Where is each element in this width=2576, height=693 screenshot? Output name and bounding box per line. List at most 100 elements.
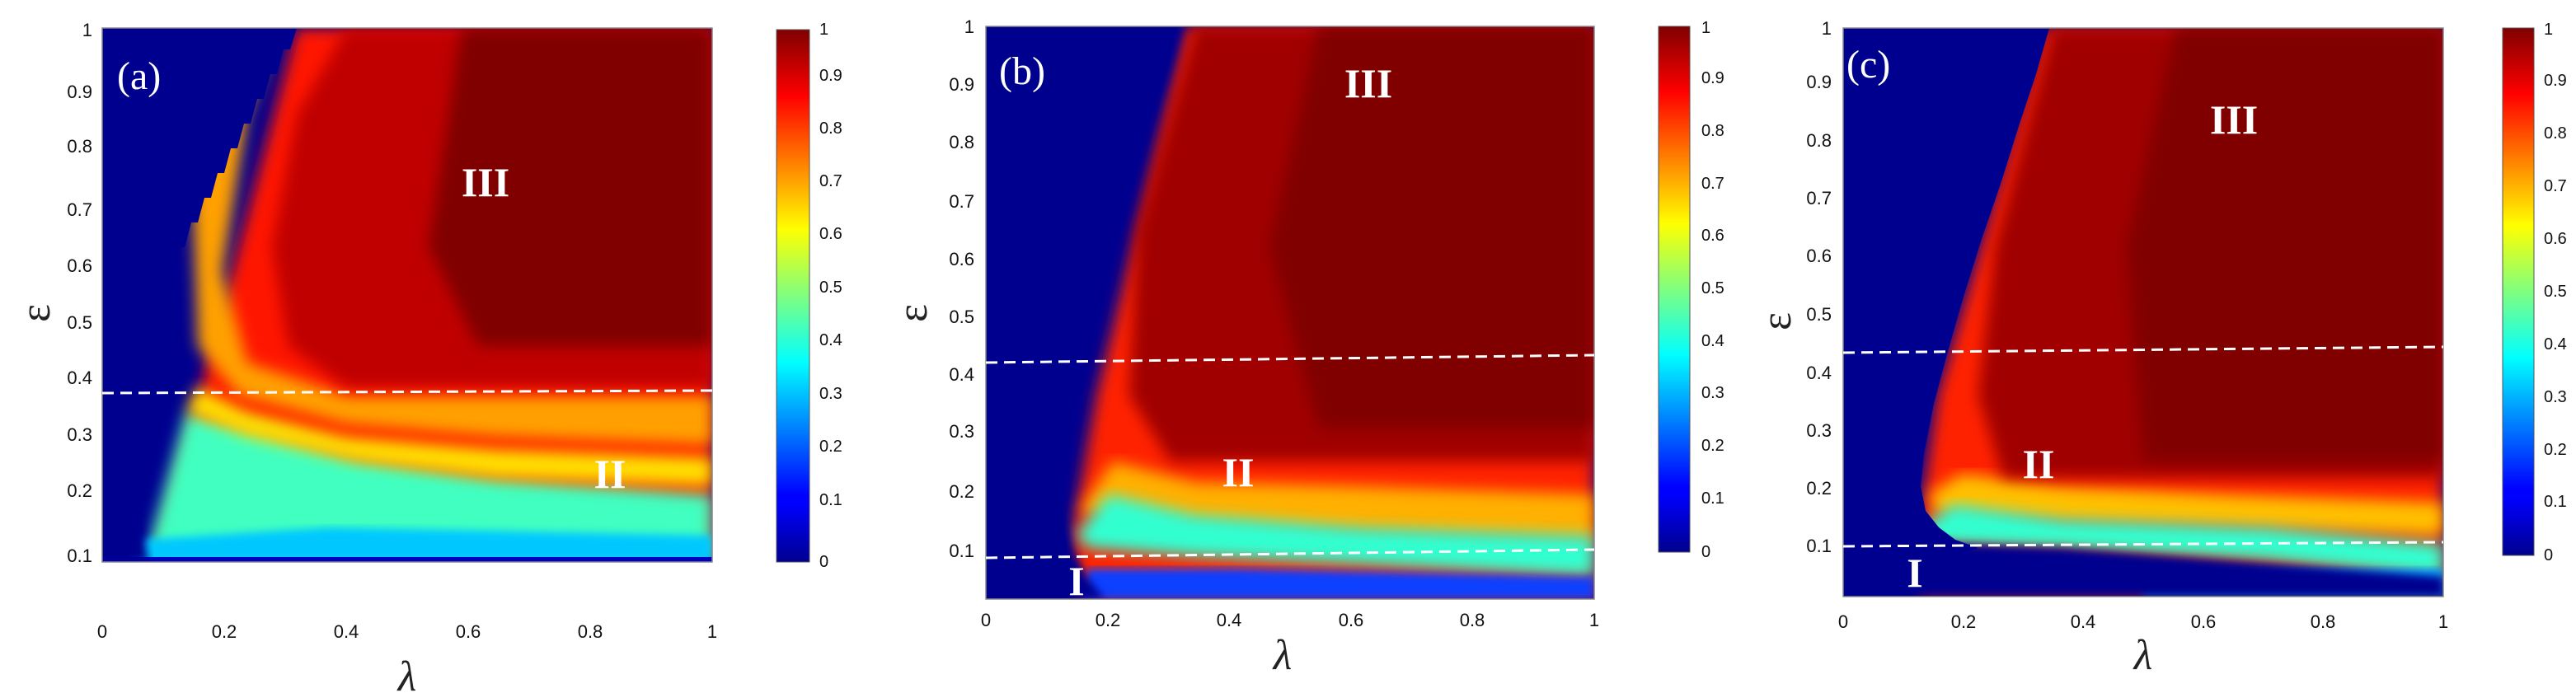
colorbar-a: 0 0.1 0.2 0.3 0.4 0.5 0.6 0.7 0.8 0.9 1 — [776, 21, 842, 571]
colorbar-tick-label: 0.6 — [2544, 230, 2567, 248]
region-label-III: III — [2210, 96, 2258, 143]
y-tick-label: 0.7 — [1806, 188, 1832, 208]
dashed-line — [1842, 541, 2444, 548]
region-label-I: I — [1907, 550, 1922, 596]
colorbar-tick-label: 0.1 — [819, 491, 842, 509]
y-tick-label: 0.4 — [949, 364, 974, 385]
colorbar-tick-label: 0.4 — [1701, 332, 1724, 350]
y-tick-label: 0.1 — [1806, 536, 1832, 556]
y-tick-label: 0.1 — [949, 541, 974, 561]
dashed-line — [101, 389, 713, 395]
colorbar-tick-label: 0.7 — [2544, 177, 2567, 195]
colorbar-tick-label: 1 — [2544, 21, 2553, 39]
colorbar-tick-label: 0.6 — [819, 225, 842, 243]
colorbar-tick-label: 0.2 — [1701, 437, 1724, 455]
y-tick-label: 0.9 — [949, 74, 974, 95]
colorbar-tick-label: 0 — [819, 553, 828, 571]
panel-label: (c) — [1846, 43, 1890, 87]
colorbar-tick-label: 0.4 — [2544, 335, 2567, 354]
colorbar-b: 0 0.1 0.2 0.3 0.4 0.5 0.6 0.7 0.8 0.9 1 — [1658, 19, 1724, 561]
y-tick-label: 0.6 — [67, 255, 92, 276]
colorbar-tick-label: 1 — [819, 21, 828, 39]
colorbar-tick-label: 0.6 — [1701, 227, 1724, 245]
y-tick-label: 0.2 — [949, 481, 974, 502]
colorbar-tick-label: 0.1 — [2544, 493, 2567, 511]
panel-label: (b) — [999, 49, 1045, 93]
x-tick-label: 1 — [707, 621, 717, 642]
dashed-lines-c — [1842, 345, 2444, 548]
colorbar-tick-label: 0.5 — [2544, 283, 2567, 301]
x-tick-label: 0.4 — [1217, 610, 1242, 630]
panel-b: (b) I II III 0 0.2 0.4 0.6 0.8 1 λ 0.1 0… — [889, 16, 1724, 679]
y-tick-label: 0.9 — [1806, 72, 1832, 92]
colorbar-tick-label: 0.5 — [1701, 279, 1724, 297]
y-tick-label: 0.5 — [949, 307, 974, 327]
colorbar-tick-label: 0.9 — [2544, 72, 2567, 90]
y-axis-label: ε — [1753, 312, 1800, 330]
y-tick-label: 0.2 — [67, 480, 92, 501]
y-tick-label: 0.3 — [1806, 420, 1832, 441]
colorbar-tick-label: 0.2 — [2544, 441, 2567, 459]
y-tick-label: 0.1 — [67, 546, 92, 566]
colorbar-tick-label: 0.3 — [2544, 388, 2567, 406]
x-tick-label: 0.2 — [1951, 611, 1977, 632]
region-label-III: III — [462, 159, 509, 205]
x-tick-label: 0.8 — [578, 621, 603, 642]
colorbar-tick-label: 1 — [1701, 19, 1710, 37]
x-tick-label: 0.4 — [334, 621, 359, 642]
y-tick-label: 0.8 — [67, 136, 92, 157]
colorbar-tick-label: 0.5 — [819, 279, 842, 297]
x-tick-label: 0 — [981, 610, 991, 630]
x-tick-label: 0.4 — [2071, 611, 2096, 632]
x-tick-label: 1 — [2438, 611, 2448, 632]
dashed-line — [1842, 345, 2444, 354]
y-tick-label: 0.3 — [949, 421, 974, 442]
region-label-III: III — [1344, 60, 1392, 106]
x-tick-label: 1 — [1589, 610, 1599, 630]
x-axis-b: 0 0.2 0.4 0.6 0.8 1 λ — [981, 610, 1599, 679]
region-label-II: II — [1222, 449, 1255, 495]
heatmap-c — [1843, 28, 2443, 597]
x-axis-label: λ — [2133, 632, 2153, 679]
panel-a: (a) I II III 0 0.2 0.4 0.6 0.8 1 λ 0.1 0… — [12, 20, 842, 693]
x-tick-label: 0.6 — [1339, 610, 1364, 630]
x-axis-c: 0 0.2 0.4 0.6 0.8 1 λ — [1838, 611, 2448, 679]
colorbar-tick-label: 0.7 — [1701, 175, 1724, 193]
y-tick-label: 0.8 — [949, 132, 974, 152]
y-tick-label: 1 — [964, 16, 974, 37]
colorbar-tick-label: 0 — [2544, 546, 2553, 564]
y-tick-label: 0.3 — [67, 424, 92, 445]
colorbar — [1658, 26, 1691, 553]
colorbar-tick-label: 0.1 — [1701, 489, 1724, 508]
colorbar-tick-label: 0.8 — [1701, 122, 1724, 140]
colorbar-tick-label: 0.9 — [1701, 69, 1724, 87]
colorbar — [2502, 27, 2535, 556]
y-tick-label: 0.6 — [949, 249, 974, 269]
x-axis-label: λ — [396, 653, 417, 693]
colorbar-tick-label: 0.4 — [819, 331, 842, 349]
colorbar-tick-label: 0.3 — [819, 385, 842, 403]
heatmap-b — [986, 26, 1594, 599]
y-axis-label: ε — [12, 304, 59, 322]
x-tick-label: 0.6 — [456, 621, 481, 642]
x-tick-label: 0.8 — [1460, 610, 1485, 630]
colorbar-tick-label: 0 — [1701, 543, 1710, 561]
panel-label: (a) — [117, 54, 161, 98]
heatmap-a — [102, 28, 712, 562]
y-axis-c: 0.1 0.2 0.3 0.4 0.5 0.6 0.7 0.8 0.9 1 ε — [1753, 18, 1832, 556]
colorbar-tick-label: 0.2 — [819, 438, 842, 456]
y-tick-label: 0.5 — [1806, 304, 1832, 325]
dashed-line — [985, 354, 1595, 364]
region-label-I: I — [1068, 558, 1084, 604]
y-tick-label: 0.2 — [1806, 478, 1832, 499]
x-axis-a: 0 0.2 0.4 0.6 0.8 1 λ — [97, 621, 717, 693]
y-tick-label: 0.6 — [1806, 246, 1832, 266]
dashed-line — [985, 548, 1595, 560]
x-tick-label: 0.2 — [1096, 610, 1121, 630]
colorbar-c: 0 0.1 0.2 0.3 0.4 0.5 0.6 0.7 0.8 0.9 1 — [2502, 21, 2567, 564]
x-tick-label: 0.2 — [212, 621, 237, 642]
y-tick-label: 1 — [1822, 18, 1832, 39]
panel-c: (c) I II III 0 0.2 0.4 0.6 0.8 1 λ 0.1 0… — [1753, 18, 2567, 679]
dashed-lines-a — [101, 389, 713, 567]
